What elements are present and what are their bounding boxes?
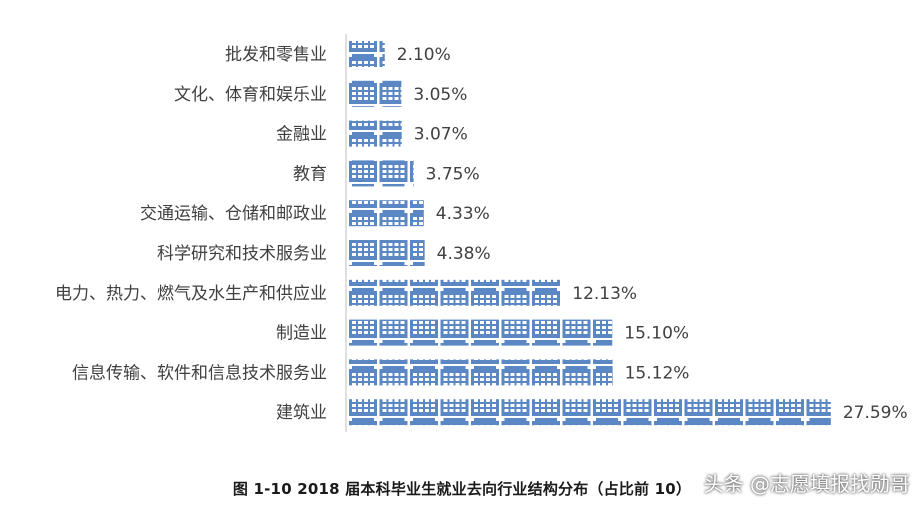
value-label: 27.59% [843,403,908,423]
value-label: 2.10% [397,45,451,65]
category-label: 教育 [293,164,327,184]
bar-chart: 批发和零售业 2.10% 文化、体育和娱乐业 3.05% 金融业 3.07% 教育 3.75%… [55,34,908,432]
bar [348,399,831,426]
value-label: 12.13% [572,284,637,304]
bar [348,319,613,346]
category-label: 电力、热力、燃气及水生产和供应业 [55,284,327,304]
category-label: 科学研究和技术服务业 [157,244,327,264]
category-label: 交通运输、仓储和邮政业 [140,204,327,224]
category-label: 批发和零售业 [225,45,327,65]
category-label: 信息传输、软件和信息技术服务业 [72,363,327,383]
watermark: 头条 @志愿填报找勋哥 [703,472,910,496]
bar [348,240,425,266]
value-label: 3.05% [413,85,467,105]
value-label: 4.38% [437,244,491,264]
category-label: 制造业 [276,324,327,344]
bar [348,200,424,227]
bar [348,160,414,187]
bar [348,80,402,107]
bar [348,120,402,147]
category-label: 文化、体育和娱乐业 [174,85,327,105]
value-label: 15.12% [625,363,690,383]
value-label: 3.75% [426,164,480,184]
chart-caption: 图 1-10 2018 届本科毕业生就业去向行业结构分布（占比前 10） [232,480,692,498]
bar [348,279,561,306]
value-label: 4.33% [436,204,490,224]
category-label: 金融业 [276,125,327,145]
bar [348,41,385,67]
bar [348,359,613,386]
value-label: 15.10% [624,324,689,344]
value-label: 3.07% [414,125,468,145]
category-label: 建筑业 [276,403,327,423]
